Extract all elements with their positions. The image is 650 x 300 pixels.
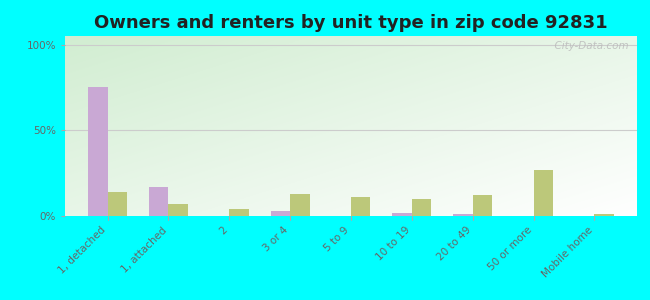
Bar [229,209,249,216]
Bar [168,204,188,216]
Bar [534,170,553,216]
Bar [594,214,614,216]
Bar [412,199,432,216]
Bar [393,213,412,216]
Bar [108,192,127,216]
Bar [88,87,108,216]
Text: City-Data.com: City-Data.com [548,41,629,51]
Bar [290,194,309,216]
Bar [351,197,370,216]
Title: Owners and renters by unit type in zip code 92831: Owners and renters by unit type in zip c… [94,14,608,32]
Bar [453,214,473,216]
Bar [149,187,168,216]
Bar [473,195,492,216]
Bar [270,211,290,216]
